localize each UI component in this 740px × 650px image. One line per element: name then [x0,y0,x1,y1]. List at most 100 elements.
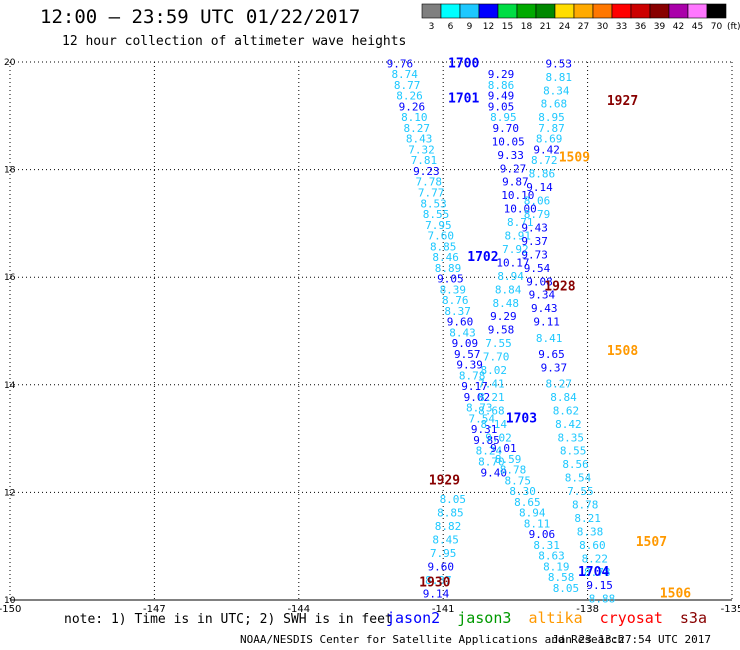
wave-height-value: 10.10 [501,189,534,202]
wave-height-value: 8.27 [545,377,572,390]
wave-height-value: 9.39 [456,359,483,372]
wave-height-value: 8.62 [553,404,580,417]
x-tick-label: -135 [721,604,740,615]
wave-height-value: 10.00 [504,203,537,216]
wave-height-value: 9.76 [387,57,414,70]
wave-height-value: 8.79 [524,208,551,221]
legend-altika: altika [528,609,583,627]
wave-height-value: 9.43 [521,221,548,234]
track-label: 1928 [544,280,575,295]
wave-height-value: 8.21 [478,391,505,404]
wave-height-value: 8.55 [423,208,450,221]
wave-height-value: 9.87 [502,176,529,189]
wave-height-value: 9.42 [533,143,560,156]
wave-height-value: 8.94 [519,507,546,520]
wave-height-value: 9.60 [447,316,474,329]
wave-height-value: 7.95 [425,219,452,232]
chart-subtitle: 12 hour collection of altimeter wave hei… [62,34,407,49]
y-tick-label: 20 [4,58,16,68]
x-tick-label: -150 [0,604,21,615]
wave-height-value: 7.55 [567,485,594,498]
wave-height-value: 9.14 [423,587,450,600]
chart-title: 12:00 – 23:59 UTC 01/22/2017 [40,6,361,28]
wave-height-value: 9.70 [493,122,520,135]
wave-height-value: 9.06 [529,528,556,541]
color-scale-bar: 3 6 9 12 15 18 21 24 27 30 33 36 39 42 45 70 (ft) [421,3,740,32]
wave-height-value: 8.39 [440,283,467,296]
wave-height-value: 7.92 [502,243,529,256]
wave-height-value: 9.02 [485,431,512,444]
wave-height-value: 9.01 [490,442,517,455]
wave-height-value: 8.78 [459,369,486,382]
wave-height-value: 8.74 [391,68,418,81]
wave-height-value: 9.15 [586,579,613,592]
wave-height-value: 8.84 [550,391,577,404]
time-unit-note: note: 1) Time is in UTC; 2) SWH is in fe… [64,612,393,627]
wave-height-value: 8.78 [500,464,527,477]
wave-height-value: 8.27 [403,122,430,135]
wave-height-value: 9.17 [461,380,488,393]
colorbar-label: 6 [448,22,454,32]
x-tick-label: -144 [287,604,310,615]
wave-height-value: 7.77 [418,187,445,200]
wave-height-value: 8.38 [577,525,604,538]
wave-height-value: 8.86 [529,168,556,181]
wave-height-value: 8.78 [572,499,599,512]
wave-height-value: 9.58 [488,324,515,337]
wave-height-value: 9.23 [413,165,440,178]
wave-height-value: 8.71 [507,216,534,229]
wave-height-value: 8.19 [543,560,570,573]
wave-height-value: 8.46 [432,251,459,264]
wave-height-value: 9.11 [533,316,560,329]
wave-height-value: 8.68 [541,98,568,111]
colorbar-unit: (ft) [727,22,740,32]
wave-height-value: 8.94 [497,270,524,283]
wave-height-value: 9.49 [488,90,515,103]
wave-height-value: 9.05 [488,100,515,113]
wave-height-value: 7.70 [483,351,510,364]
wave-height-value: 8.89 [435,262,462,275]
wave-height-value: 9.26 [399,100,426,113]
wave-height-value: 9.05 [437,273,464,286]
wave-height-value: 8.02 [480,364,507,377]
wave-height-value: 7.55 [485,337,512,350]
wave-height-value: 8.24 [476,445,503,458]
footer-credit: NOAA/NESDIS Center for Satellite Applica… [240,633,625,646]
wave-height-value: 8.81 [545,71,572,84]
wave-height-value: 9.14 [526,181,553,194]
y-tick-label: 18 [4,166,16,176]
wave-height-value: 8.86 [488,79,515,92]
wave-height-value: 8.48 [493,297,520,310]
wave-height-value: 8.34 [543,84,570,97]
footer-timestamp: Jan 23 13:27:54 UTC 2017 [552,633,711,646]
wave-height-value: 8.22 [582,552,609,565]
wave-height-value: 7.54 [468,412,495,425]
colorbar-label: 24 [559,22,571,32]
wave-height-value: 9.40 [480,466,507,479]
wave-height-value: 9.02 [464,391,491,404]
x-tick-label: -141 [432,604,455,615]
wave-height-value: 7.32 [408,143,435,156]
wave-height-value: 8.43 [406,133,433,146]
track-label: 1507 [636,535,667,550]
x-tick-label: -138 [576,604,599,615]
wave-height-value: 8.21 [574,512,601,525]
wave-height-value: 8.85 [437,507,464,520]
colorbar-label: 36 [635,22,647,32]
wave-height-value: 8.88 [589,593,616,606]
wave-height-value: 8.72 [531,154,558,167]
wave-height-value: 8.65 [514,496,541,509]
wave-height-value: 7.78 [416,176,443,189]
wave-height-value: 9.65 [538,348,565,361]
wave-height-value: 9.37 [521,235,548,248]
wave-height-value: 9.34 [529,289,556,302]
wave-height-value: 8.26 [396,90,423,103]
y-tick-label: 16 [4,273,16,283]
wave-height-value: 9.08 [526,275,553,288]
wave-height-value: 8.30 [509,485,536,498]
wave-height-value: 8.84 [495,283,522,296]
track-label: 1702 [467,250,498,265]
track-label: 1506 [660,586,691,601]
wave-height-value: 8.53 [420,197,447,210]
wave-height-value: 10.05 [492,135,525,148]
